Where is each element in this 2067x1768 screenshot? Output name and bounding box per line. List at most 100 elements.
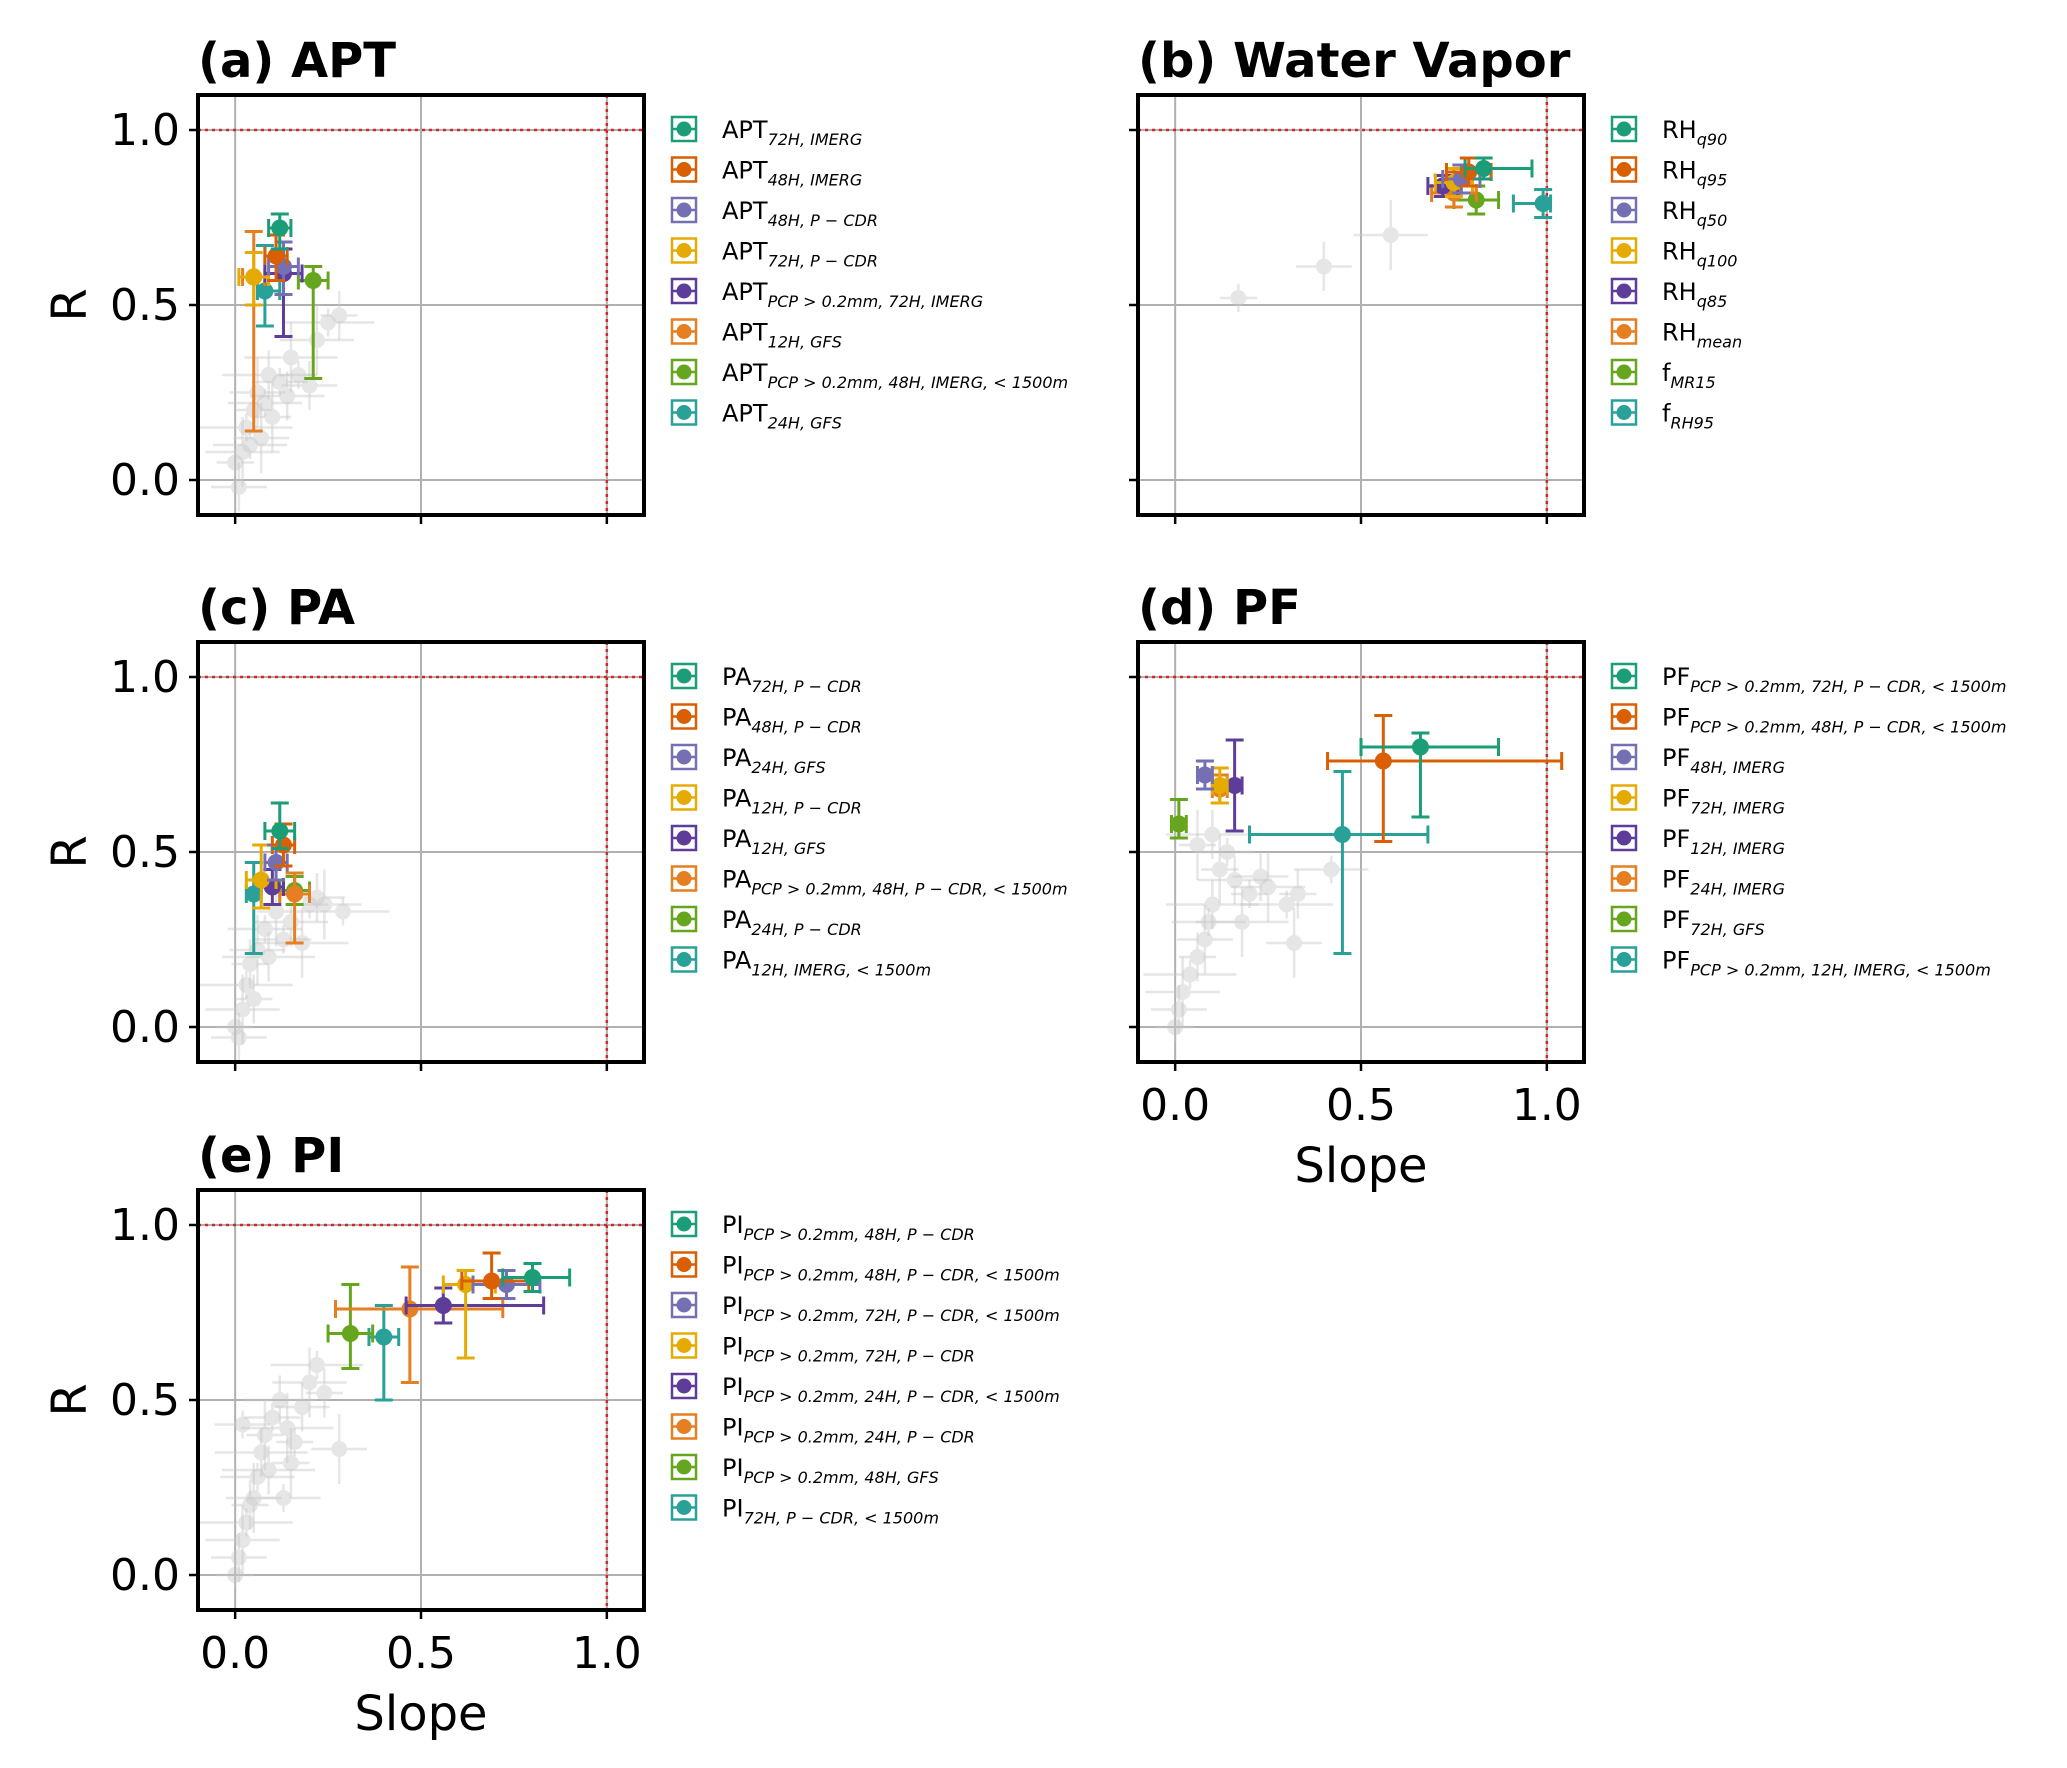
background-point	[1177, 904, 1233, 975]
legend-marker	[1616, 324, 1632, 339]
background-point-marker	[260, 1462, 277, 1478]
data-marker	[1534, 195, 1552, 212]
legend-label: PAPCP > 0.2mm, 48H, P − CDR, < 1500m	[722, 866, 1068, 899]
legend-marker	[1616, 952, 1632, 967]
background-point	[225, 1463, 282, 1533]
background-point-marker	[230, 479, 247, 495]
legend-label-base: PI	[722, 1211, 744, 1239]
legend-label-base: RH	[1662, 238, 1697, 266]
background-point	[1178, 810, 1217, 880]
x-axis-label: Slope	[1294, 1138, 1427, 1194]
legend-marker	[1616, 871, 1632, 886]
background-point-marker	[256, 1427, 273, 1443]
background-point-marker	[301, 1374, 318, 1391]
background-point	[1143, 960, 1237, 989]
plot-area	[1219, 156, 1553, 312]
background-point-marker	[1204, 826, 1221, 843]
legend-label: PIPCP > 0.2mm, 48H, P − CDR	[722, 1211, 975, 1244]
legend-item: PA12H, P − CDR	[670, 784, 862, 818]
legend-label: PIPCP > 0.2mm, 48H, GFS	[722, 1454, 939, 1487]
plot-area	[199, 1251, 572, 1589]
background-point	[220, 1463, 295, 1491]
legend-item: PF72H, GFS	[1610, 905, 1765, 939]
background-point	[1171, 908, 1246, 936]
background-point-marker	[234, 1416, 251, 1433]
legend-label: APT48H, IMERG	[722, 157, 862, 190]
legend-label-subscript: PCP > 0.2mm, 72H, P − CDR, < 1500m	[744, 1306, 1060, 1325]
background-point-marker	[227, 1567, 244, 1583]
data-marker	[1170, 815, 1188, 833]
background-point-marker	[290, 367, 307, 383]
legend-label: APTPCP > 0.2mm, 48H, IMERG, < 1500m	[722, 359, 1068, 392]
legend-item: PIPCP > 0.2mm, 48H, GFS	[670, 1453, 939, 1487]
data-marker	[524, 1269, 541, 1286]
legend-marker	[1616, 749, 1632, 765]
background-point-marker	[275, 1490, 292, 1506]
legend-label: PIPCP > 0.2mm, 24H, P − CDR, < 1500m	[722, 1373, 1060, 1406]
background-point	[211, 462, 267, 512]
background-point-marker	[1315, 258, 1332, 275]
background-point	[233, 403, 290, 473]
y-tick-label: 0.5	[110, 827, 180, 878]
legend-label: PF24H, IMERG	[1662, 866, 1785, 899]
legend-label: fMR15	[1662, 359, 1716, 392]
legend-item: PA12H, GFS	[670, 824, 826, 858]
data-marker	[304, 272, 322, 289]
legend-marker	[676, 162, 692, 177]
legend-label: APTPCP > 0.2mm, 72H, IMERG	[722, 278, 983, 311]
legend-marker	[676, 1459, 692, 1475]
legend-item: RHq90	[1610, 115, 1728, 149]
legend-item: PF72H, IMERG	[1610, 784, 1785, 818]
legend-item: APT72H, P − CDR	[670, 237, 878, 271]
legend-label: PA12H, IMERG, < 1500m	[722, 947, 931, 980]
legend-label: PA12H, GFS	[722, 825, 826, 858]
legend-marker	[676, 283, 692, 299]
background-point	[1165, 880, 1259, 929]
legend-label-subscript: 48H, P − CDR	[751, 718, 861, 737]
legend-label-base: APT	[722, 197, 768, 225]
panel-b: (b) Water VaporRHq90RHq95RHq50RHq100RHq8…	[1129, 33, 1742, 524]
legend-item: fMR15	[1610, 358, 1716, 392]
data-marker	[1411, 738, 1429, 756]
background-point-marker	[331, 307, 348, 324]
series-point-8	[1511, 188, 1553, 219]
background-point	[242, 1375, 317, 1425]
background-point	[216, 1561, 254, 1589]
legend-label-subscript: MR15	[1670, 373, 1715, 392]
legend-label-subscript: q90	[1697, 130, 1728, 149]
legend-label-subscript: PCP > 0.2mm, 24H, P − CDR, < 1500m	[744, 1387, 1060, 1406]
background-point-marker	[279, 1420, 296, 1436]
background-point	[272, 1428, 310, 1498]
legend-label: RHq50	[1662, 197, 1727, 230]
background-point	[1219, 284, 1257, 312]
legend-label-subscript: 72H, GFS	[1690, 920, 1764, 939]
legend-marker	[1616, 709, 1632, 724]
legend-item: PIPCP > 0.2mm, 24H, P − CDR, < 1500m	[670, 1372, 1060, 1406]
legend-label: PA24H, GFS	[722, 744, 826, 777]
background-point-marker	[1234, 914, 1251, 930]
background-point	[246, 1400, 284, 1470]
background-point	[235, 974, 273, 1024]
background-point-marker	[1260, 879, 1277, 895]
data-marker	[286, 885, 304, 903]
legend-item: fRH95	[1610, 399, 1714, 433]
background-point	[211, 1533, 267, 1582]
background-point	[216, 448, 254, 477]
background-point-marker	[1289, 886, 1306, 902]
legend-label-base: RH	[1662, 116, 1697, 144]
background-point	[205, 417, 280, 487]
background-point-marker	[1196, 931, 1213, 948]
legend-marker	[676, 1297, 692, 1313]
x-tick-label: 1.0	[572, 1628, 642, 1679]
background-point	[272, 1347, 347, 1418]
legend-label: APT12H, GFS	[722, 319, 842, 352]
legend-label: PF12H, IMERG	[1662, 825, 1785, 858]
legend-label-subscript: 72H, P − CDR	[751, 677, 861, 696]
background-point	[1294, 855, 1369, 884]
background-point-marker	[316, 1385, 333, 1401]
legend-label-base: APT	[722, 157, 768, 185]
y-tick-label: 0.5	[110, 1375, 180, 1426]
background-point-marker	[242, 437, 259, 453]
